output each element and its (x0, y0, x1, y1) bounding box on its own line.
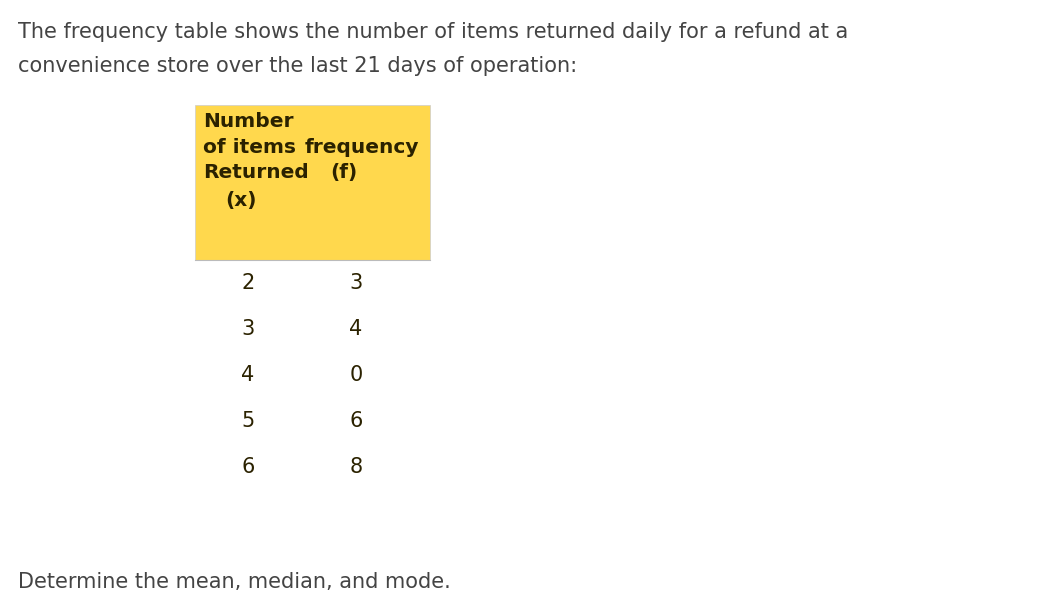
FancyBboxPatch shape (195, 105, 430, 260)
Text: 4: 4 (349, 319, 363, 339)
Text: Number: Number (203, 112, 294, 131)
Text: Returned: Returned (203, 163, 308, 182)
Text: frequency: frequency (305, 138, 420, 157)
Text: 8: 8 (349, 457, 363, 477)
Text: 6: 6 (349, 411, 363, 431)
Text: (x): (x) (225, 191, 256, 210)
Text: (f): (f) (330, 163, 357, 182)
Text: convenience store over the last 21 days of operation:: convenience store over the last 21 days … (18, 56, 577, 76)
Text: 3: 3 (349, 273, 363, 293)
Text: of items: of items (203, 138, 296, 157)
Text: 2: 2 (242, 273, 254, 293)
Text: 5: 5 (242, 411, 254, 431)
Text: Determine the mean, median, and mode.: Determine the mean, median, and mode. (18, 572, 451, 592)
Text: 6: 6 (242, 457, 254, 477)
Text: The frequency table shows the number of items returned daily for a refund at a: The frequency table shows the number of … (18, 22, 848, 42)
Text: 0: 0 (349, 365, 363, 385)
Text: 3: 3 (242, 319, 254, 339)
Text: 4: 4 (242, 365, 254, 385)
